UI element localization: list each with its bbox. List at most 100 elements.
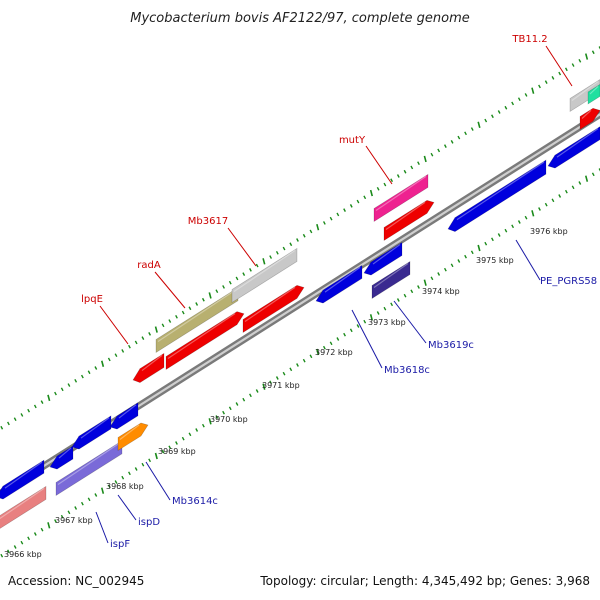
reverse-tick-track xyxy=(0,168,600,558)
forward-tick xyxy=(195,302,199,306)
reverse-tick xyxy=(450,263,454,268)
forward-tick xyxy=(470,127,474,131)
gene-label-ispD[interactable]: ispD xyxy=(138,517,160,528)
gene-block-red xyxy=(579,107,600,131)
forward-tick xyxy=(531,87,535,94)
gene-label-ispF[interactable]: ispF xyxy=(110,539,130,550)
reverse-tick xyxy=(13,545,17,549)
ispD-gene xyxy=(55,440,123,497)
gene-label-mutY[interactable]: mutY xyxy=(339,135,366,146)
reverse-tick xyxy=(329,341,333,346)
Mb3617-leader xyxy=(227,227,257,267)
forward-tick xyxy=(269,255,273,259)
mutY-gene-shine xyxy=(375,175,427,211)
forward-tick xyxy=(390,178,394,183)
reverse-tick xyxy=(242,397,246,402)
reverse-tick xyxy=(403,293,407,298)
forward-tick xyxy=(74,378,78,383)
reverse-tick xyxy=(148,458,152,463)
forward-tick xyxy=(168,319,172,323)
forward-tick xyxy=(430,152,434,157)
gene-label-Mb3618c[interactable]: Mb3618c xyxy=(384,365,430,376)
reverse-tick xyxy=(289,367,293,372)
forward-tick xyxy=(524,93,528,97)
reverse-tick xyxy=(511,224,515,229)
forward-tick xyxy=(181,310,185,315)
forward-tick xyxy=(60,387,64,392)
Mb3619c-gene-shine xyxy=(373,262,409,288)
ispF-leader xyxy=(95,511,109,544)
radA-gene-red xyxy=(165,311,245,371)
gene-block-red-shine xyxy=(581,109,592,119)
forward-tick xyxy=(141,336,145,340)
forward-tick xyxy=(148,332,152,336)
forward-tick xyxy=(491,114,494,119)
reverse-tick xyxy=(228,406,232,411)
forward-tick xyxy=(584,53,589,60)
reverse-tick xyxy=(410,289,414,294)
reverse-tick xyxy=(343,332,346,337)
mutY-gene xyxy=(373,173,429,223)
forward-tick xyxy=(591,50,595,55)
gene-label-PE_PGRS58[interactable]: PE_PGRS58 xyxy=(540,276,597,287)
gene-block-shine xyxy=(118,404,137,419)
reverse-tick xyxy=(121,475,125,480)
gene-block-red-shine xyxy=(385,201,426,230)
radA-gene-shine xyxy=(157,289,237,342)
Mb3617-gene-grey xyxy=(231,247,298,304)
forward-tick xyxy=(544,80,548,84)
gene-label-Mb3617[interactable]: Mb3617 xyxy=(188,216,228,227)
forward-tick xyxy=(309,229,313,234)
forward-tick xyxy=(161,323,165,328)
forward-tick xyxy=(369,189,374,197)
reverse-tick xyxy=(578,181,582,185)
tick-label-3975: 3975 kbp xyxy=(476,256,514,265)
reverse-tick xyxy=(208,418,212,425)
tick-labels: 3966 kbp 3967 kbp 3968 kbp 3969 kbp 3970… xyxy=(4,227,568,559)
forward-tick xyxy=(329,216,333,221)
forward-tick xyxy=(396,174,400,178)
forward-tick xyxy=(517,97,521,102)
tick-label-3969: 3969 kbp xyxy=(158,447,196,456)
gene-label-TB11.2[interactable]: TB11.2 xyxy=(511,34,547,45)
ispD-leader xyxy=(117,494,137,521)
forward-tick xyxy=(262,258,266,265)
Mb3617-gene xyxy=(242,285,305,334)
Mb3617-gene-grey-shine xyxy=(233,249,296,292)
forward-tick xyxy=(188,306,192,311)
forward-tick xyxy=(275,250,279,255)
reverse-tick xyxy=(60,514,64,519)
reverse-tick xyxy=(161,449,165,454)
gene-block-right-shine xyxy=(556,128,599,158)
forward-tick xyxy=(54,391,57,396)
forward-tick xyxy=(222,285,225,289)
reverse-tick xyxy=(491,237,494,242)
forward-tick xyxy=(504,105,508,110)
reverse-tick xyxy=(336,337,340,341)
forward-tick xyxy=(316,223,320,231)
reverse-tick xyxy=(470,250,474,255)
forward-tick xyxy=(67,383,71,387)
reverse-tick xyxy=(423,279,427,286)
forward-tick xyxy=(383,182,387,187)
gene-block-shine xyxy=(80,417,110,439)
gene-label-Mb3614c[interactable]: Mb3614c xyxy=(172,496,218,507)
reverse-tick xyxy=(316,348,320,356)
forward-tick xyxy=(322,221,326,225)
reverse-tick xyxy=(383,306,387,311)
reverse-tick xyxy=(249,393,252,398)
gene-label-Mb3619c[interactable]: Mb3619c xyxy=(428,340,474,351)
gene-labels: lpqE radA Mb3617 mutY TB11.2 ispF ispD M… xyxy=(81,34,597,550)
reverse-tick xyxy=(309,354,313,359)
PE_PGRS58-gene-shine xyxy=(456,161,545,221)
reverse-tick xyxy=(322,345,326,350)
forward-tick xyxy=(40,400,44,404)
forward-tick xyxy=(208,292,212,299)
forward-tick xyxy=(242,272,246,276)
forward-tick xyxy=(443,144,447,148)
reverse-tick xyxy=(215,415,219,419)
gene-label-lpqE[interactable]: lpqE xyxy=(81,294,103,305)
reverse-tick xyxy=(591,172,595,177)
gene-label-radA[interactable]: radA xyxy=(137,260,161,271)
